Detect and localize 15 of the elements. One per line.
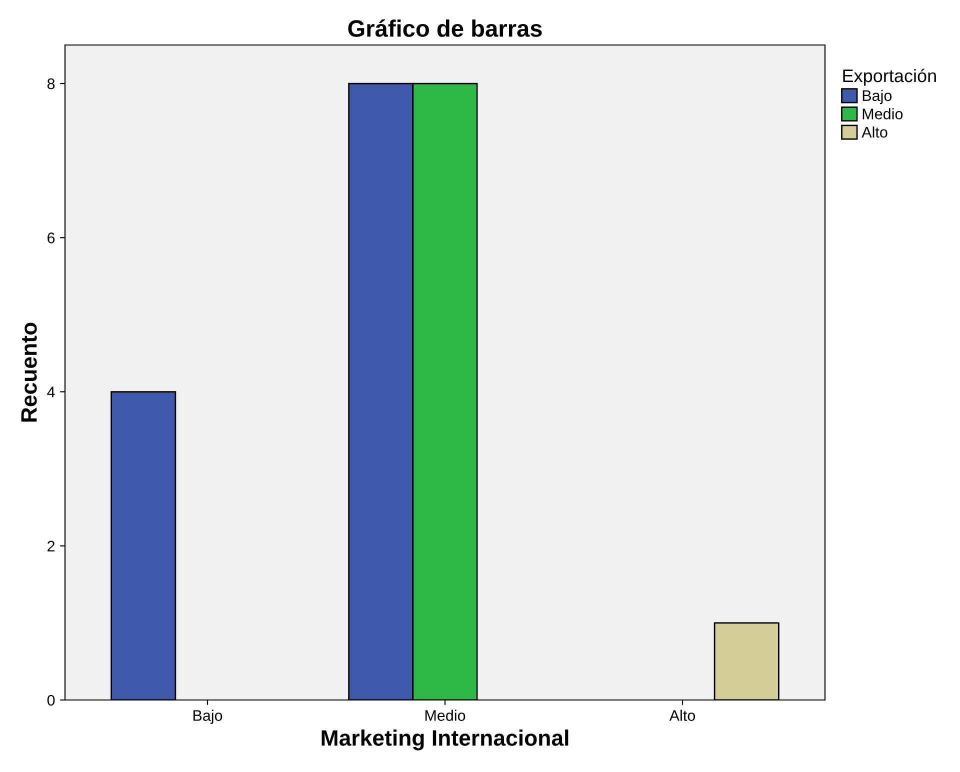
x-tick-label: Bajo: [193, 710, 222, 724]
y-tick-label: 8: [47, 78, 55, 90]
x-axis-title: Marketing Internacional: [322, 730, 568, 750]
legend-label: Alto: [862, 126, 888, 138]
x-tick-label: Medio: [425, 710, 466, 721]
legend-title: Exportación: [843, 68, 936, 86]
y-tick-label: 2: [48, 540, 55, 552]
y-tick-label: 4: [47, 386, 55, 398]
chart-title: Gráfico de barras: [348, 19, 542, 37]
y-tick-label: 0: [47, 694, 55, 706]
x-tick-label: Alto: [669, 710, 696, 721]
y-tick-label: 6: [48, 232, 55, 244]
legend-label: Bajo: [862, 90, 892, 104]
legend-label: Medio: [862, 108, 903, 120]
y-axis-title: Recuento: [21, 322, 37, 422]
